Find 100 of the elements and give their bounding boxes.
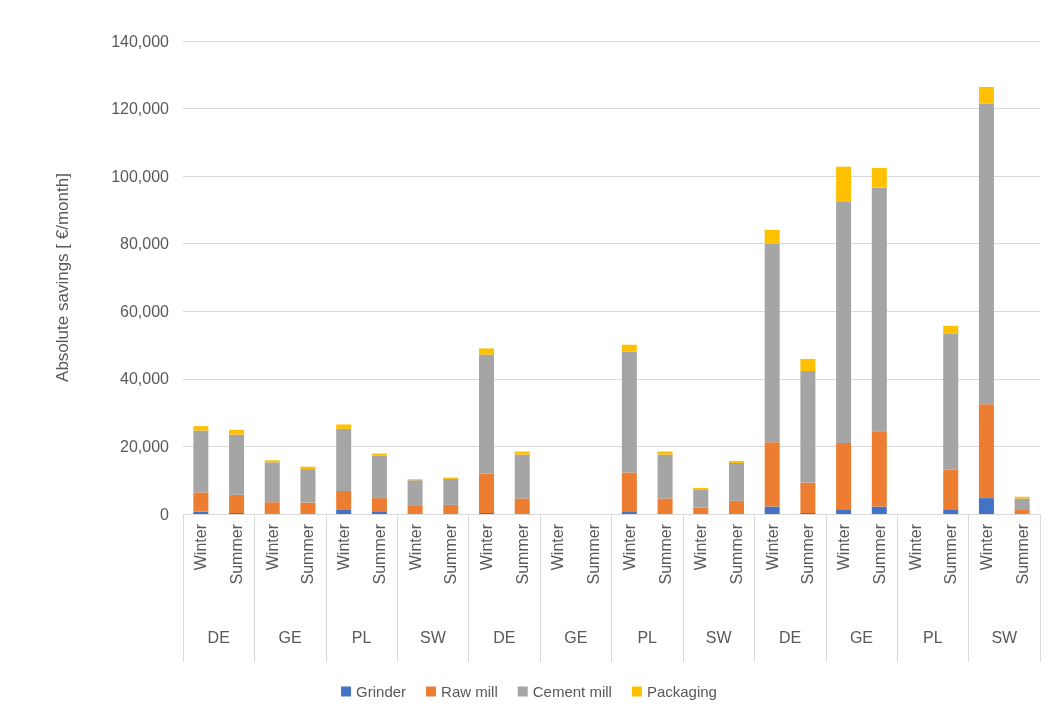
bar xyxy=(1014,509,1030,514)
x-tick-label: Winter xyxy=(835,523,853,571)
bar xyxy=(621,472,637,512)
bar xyxy=(836,166,852,202)
bar xyxy=(514,451,530,455)
bar xyxy=(479,473,495,513)
bar xyxy=(229,434,245,495)
bar xyxy=(978,498,994,514)
bar xyxy=(300,502,316,514)
bar xyxy=(621,351,637,473)
x-tick-label: Summer xyxy=(656,523,674,585)
legend-label: Cement mill xyxy=(532,683,612,700)
x-tick-label: Summer xyxy=(442,523,460,585)
bar xyxy=(336,424,352,429)
bar xyxy=(264,462,280,503)
x-tick-label: Summer xyxy=(513,523,531,585)
text: GE xyxy=(849,628,874,646)
text: PL xyxy=(923,628,943,646)
bar xyxy=(978,103,994,405)
bar xyxy=(443,478,459,505)
bar xyxy=(836,443,852,510)
bar xyxy=(229,494,245,513)
bar xyxy=(336,509,352,514)
text: GE xyxy=(278,628,302,646)
bar xyxy=(800,371,816,483)
x-tick-label: Winter xyxy=(763,523,781,571)
y-tick-label: 100,000 xyxy=(111,167,170,185)
bar xyxy=(371,498,387,512)
bar xyxy=(764,442,780,507)
bar xyxy=(229,429,245,435)
bar xyxy=(479,348,495,355)
bar xyxy=(443,504,459,514)
bar xyxy=(764,229,780,244)
legend-label: Raw mill xyxy=(441,683,498,700)
bar xyxy=(871,168,887,188)
x-tick-label: Winter xyxy=(977,523,995,571)
y-tick-label: 20,000 xyxy=(120,437,170,455)
x-tick-label: Winter xyxy=(692,523,710,571)
bar xyxy=(800,482,816,513)
text: DE xyxy=(207,628,230,646)
bar xyxy=(371,511,387,514)
bar xyxy=(264,460,280,463)
bar xyxy=(764,243,780,443)
bar xyxy=(693,507,709,514)
x-tick-label: Summer xyxy=(870,523,888,585)
text: PL xyxy=(637,628,658,646)
text: DE xyxy=(493,628,516,646)
y-axis-title: Absolute savings [ €/month] xyxy=(53,173,72,382)
x-tick-label: Winter xyxy=(335,523,353,571)
bar xyxy=(300,469,316,503)
bar xyxy=(943,469,959,510)
x-tick-label: Winter xyxy=(906,523,924,571)
legend-label: Grinder xyxy=(356,683,407,700)
y-tick-label: 80,000 xyxy=(120,235,170,253)
bar xyxy=(800,358,816,372)
bar xyxy=(836,509,852,514)
bar xyxy=(621,511,637,514)
bar xyxy=(978,404,994,499)
x-tick-label: Summer xyxy=(727,523,745,585)
bar xyxy=(764,506,780,514)
bar xyxy=(693,489,709,508)
bar xyxy=(871,506,887,514)
bar xyxy=(943,509,959,514)
x-tick-label: Summer xyxy=(799,523,817,585)
x-tick-label: Summer xyxy=(370,523,388,585)
y-tick-label: 60,000 xyxy=(120,302,170,320)
text: PL xyxy=(351,628,372,646)
x-tick-label: Winter xyxy=(192,523,210,571)
bar xyxy=(514,498,530,514)
bar xyxy=(407,480,423,506)
bar xyxy=(264,502,280,514)
bar xyxy=(407,505,423,514)
x-tick-label: Summer xyxy=(942,523,960,585)
text: SW xyxy=(705,628,733,646)
bar xyxy=(728,460,744,463)
bar xyxy=(657,498,673,514)
y-tick-label: 40,000 xyxy=(120,370,170,388)
x-tick-label: Summer xyxy=(1013,523,1031,585)
bar xyxy=(193,430,209,493)
bar xyxy=(479,354,495,474)
y-tick-label: 0 xyxy=(160,505,170,523)
y-tick-label: 120,000 xyxy=(111,100,170,118)
bar xyxy=(871,431,887,507)
text: SW xyxy=(420,628,447,646)
x-tick-label: Summer xyxy=(585,523,603,585)
bar xyxy=(871,187,887,432)
x-tick-label: Winter xyxy=(620,523,638,571)
bar xyxy=(728,462,744,501)
bar xyxy=(336,491,352,510)
bar xyxy=(978,86,994,104)
bar xyxy=(728,500,744,514)
bar xyxy=(836,201,852,444)
x-tick-label: Winter xyxy=(406,523,424,571)
x-tick-label: Summer xyxy=(299,523,317,585)
bar xyxy=(193,426,209,431)
bar xyxy=(336,428,352,492)
x-tick-label: Winter xyxy=(549,523,567,571)
x-tick-label: Winter xyxy=(263,523,281,571)
bar xyxy=(193,492,209,512)
text: GE xyxy=(564,628,588,646)
